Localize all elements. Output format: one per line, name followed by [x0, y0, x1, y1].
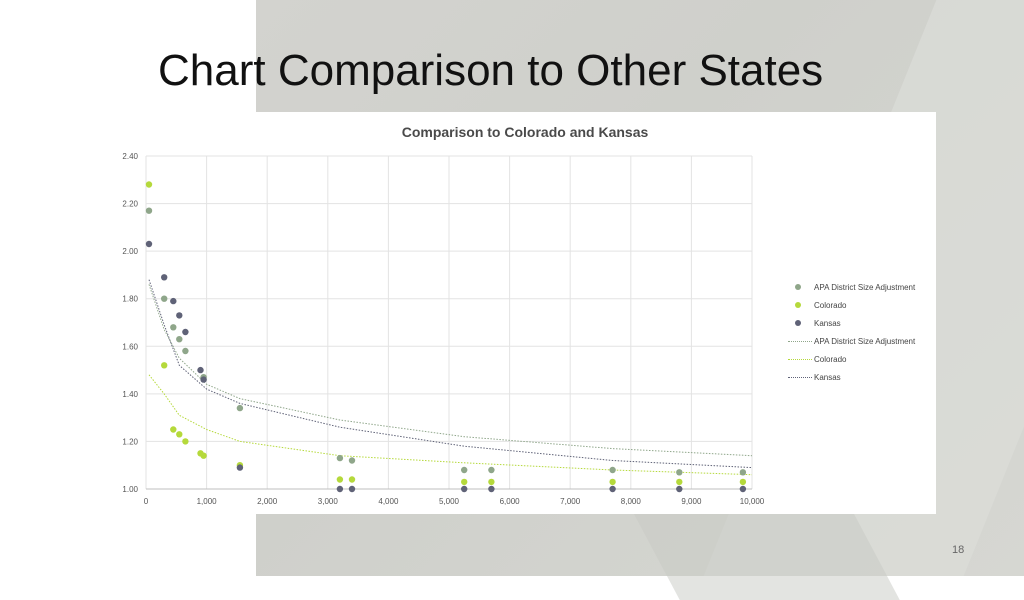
- y-tick-label: 1.60: [122, 342, 138, 351]
- data-point-apa: [145, 207, 153, 214]
- data-point-colorado: [348, 476, 356, 483]
- legend-entry: Colorado: [786, 296, 915, 314]
- data-point-apa: [236, 404, 244, 412]
- data-point-kansas: [461, 485, 468, 493]
- x-tick-label: 3,000: [318, 497, 339, 506]
- y-tick-label: 1.40: [122, 390, 138, 399]
- x-tick-label: 0: [144, 497, 149, 506]
- legend-swatch: [795, 302, 801, 308]
- legend-label: APA District Size Adjustment: [814, 282, 916, 292]
- x-tick-label: 1,000: [197, 497, 218, 506]
- data-point-kansas: [145, 240, 153, 248]
- trendline-apa: [148, 284, 753, 457]
- y-tick-label: 2.20: [122, 200, 138, 209]
- data-point-kansas: [170, 297, 177, 305]
- data-point-apa: [676, 469, 683, 476]
- data-point-colorado: [145, 181, 153, 188]
- data-point-apa: [609, 466, 616, 474]
- data-point-apa: [170, 324, 177, 331]
- chart-legend: APA District Size Adjustment Colorado Kans…: [786, 278, 915, 386]
- data-point-colorado: [176, 431, 183, 438]
- legend-swatch: [788, 341, 812, 342]
- y-tick-label: 1.20: [122, 437, 138, 446]
- data-point-kansas: [236, 464, 244, 471]
- legend-marker-dot: [786, 318, 814, 328]
- data-point-apa: [348, 457, 356, 464]
- data-point-apa: [739, 469, 747, 476]
- data-point-apa: [461, 466, 468, 474]
- legend-swatch: [795, 320, 801, 326]
- data-point-apa: [488, 466, 495, 474]
- data-point-apa: [176, 336, 183, 343]
- trendline-colorado: [148, 374, 753, 476]
- legend-swatch: [788, 359, 812, 360]
- data-point-colorado: [161, 362, 168, 369]
- scatter-chart: 0 1,000 2,000 3,000 4,000 5,000 6,000 7,000 8,00…: [122, 152, 765, 506]
- x-tick-label: 9,000: [681, 497, 702, 506]
- slide-title: Chart Comparison to Other States: [158, 46, 824, 95]
- data-point-kansas: [336, 485, 344, 493]
- x-tick-label: 6,000: [500, 497, 521, 506]
- legend-swatch: [788, 377, 812, 378]
- legend-marker-dot: [786, 282, 814, 292]
- data-point-colorado: [461, 478, 468, 486]
- data-point-colorado: [676, 478, 683, 486]
- data-point-kansas: [161, 274, 168, 281]
- x-tick-label: 10,000: [740, 497, 765, 506]
- data-point-kansas: [488, 485, 495, 493]
- legend-swatch: [795, 284, 801, 290]
- trendline-kansas: [148, 279, 753, 469]
- x-tick-label: 4,000: [378, 497, 399, 506]
- data-point-apa: [161, 295, 168, 302]
- legend-label: Kansas: [814, 318, 841, 328]
- data-point-kansas: [739, 485, 747, 493]
- y-tick-label: 2.00: [122, 247, 138, 256]
- legend-label: APA District Size Adjustment: [814, 336, 916, 346]
- chart-card: Comparison to Colorado and Kansas 0 1,000…: [100, 112, 936, 514]
- y-tick-label: 2.40: [122, 152, 138, 161]
- data-point-colorado: [182, 438, 189, 445]
- y-tick-label: 1.80: [122, 295, 138, 304]
- chart-title: Comparison to Colorado and Kansas: [401, 124, 649, 140]
- data-point-kansas: [200, 376, 207, 383]
- y-tick-label: 1.00: [122, 485, 138, 494]
- data-point-kansas: [348, 485, 356, 493]
- legend-label: Colorado: [814, 354, 847, 364]
- legend-marker-line: [786, 354, 814, 364]
- x-tick-label: 5,000: [439, 497, 460, 506]
- data-point-kansas: [676, 485, 683, 493]
- legend-marker-dot: [786, 300, 814, 310]
- data-point-colorado: [200, 452, 207, 459]
- data-point-kansas: [197, 366, 204, 374]
- data-point-apa: [182, 347, 189, 355]
- x-tick-label: 2,000: [257, 497, 278, 506]
- page-number: 18: [952, 544, 965, 556]
- data-point-colorado: [336, 476, 344, 483]
- data-point-kansas: [609, 485, 616, 493]
- legend-label: Colorado: [814, 300, 847, 310]
- data-point-apa: [336, 454, 344, 462]
- legend-entry: APA District Size Adjustment: [786, 332, 915, 350]
- data-point-colorado: [739, 478, 747, 486]
- legend-marker-line: [786, 336, 814, 346]
- legend-marker-line: [786, 372, 814, 382]
- legend-entry: Kansas: [786, 368, 915, 386]
- x-tick-label: 7,000: [560, 497, 581, 506]
- legend-label: Kansas: [814, 372, 841, 382]
- data-point-colorado: [488, 478, 495, 486]
- data-point-colorado: [609, 478, 616, 486]
- data-point-kansas: [176, 312, 183, 319]
- legend-entry: Colorado: [786, 350, 915, 368]
- legend-entry: Kansas: [786, 314, 915, 332]
- data-point-colorado: [170, 426, 177, 433]
- data-point-kansas: [182, 328, 189, 336]
- x-tick-label: 8,000: [621, 497, 642, 506]
- legend-entry: APA District Size Adjustment: [786, 278, 915, 296]
